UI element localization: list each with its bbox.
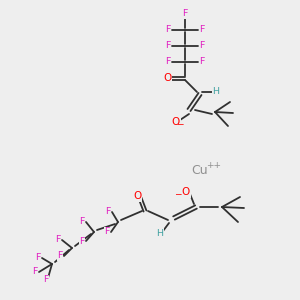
Text: O: O	[182, 187, 190, 197]
Text: F: F	[199, 41, 205, 50]
Text: H: H	[157, 229, 164, 238]
Text: ++: ++	[206, 161, 221, 170]
Text: F: F	[182, 10, 188, 19]
Text: F: F	[199, 58, 205, 67]
Text: F: F	[165, 26, 171, 34]
Text: F: F	[55, 236, 61, 244]
Text: F: F	[35, 254, 41, 262]
Text: O: O	[172, 117, 180, 127]
Text: F: F	[104, 227, 110, 236]
Text: F: F	[79, 218, 85, 226]
Text: O: O	[133, 191, 141, 201]
Text: F: F	[199, 26, 205, 34]
Text: −: −	[176, 119, 184, 128]
Text: F: F	[43, 275, 49, 284]
Text: O: O	[163, 73, 171, 83]
Text: −: −	[174, 190, 182, 199]
Text: H: H	[212, 86, 220, 95]
Text: F: F	[32, 268, 38, 277]
Text: F: F	[105, 208, 111, 217]
Text: F: F	[79, 236, 85, 245]
Text: F: F	[165, 58, 171, 67]
Text: F: F	[57, 251, 63, 260]
Text: F: F	[165, 41, 171, 50]
Text: Cu: Cu	[192, 164, 208, 176]
